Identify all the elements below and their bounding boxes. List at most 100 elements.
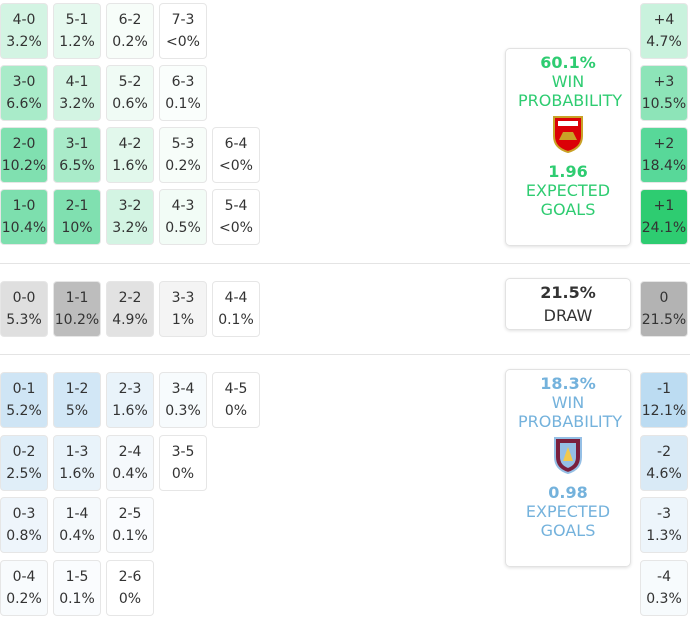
score-cell: -4 0.3% (640, 560, 688, 616)
cell-pct: 0.3% (165, 403, 201, 419)
cell-pct: 0% (171, 466, 195, 482)
draw-label: DRAW (543, 306, 593, 325)
score-cell: 4-5 0% (212, 372, 260, 428)
score-cell: +2 18.4% (640, 127, 688, 183)
score-cell: 1-4 0.4% (53, 497, 101, 553)
cell-label: 4-0 (12, 12, 36, 28)
cell-pct: 0.5% (165, 220, 201, 236)
score-cell: 6-3 0.1% (159, 65, 207, 121)
cell-pct: 0.1% (165, 96, 201, 112)
xg-label: EXPECTED GOALS (525, 181, 611, 219)
win-probability: 18.3% (540, 374, 596, 393)
cell-label: 4-3 (171, 198, 195, 214)
cell-label: 2-2 (118, 290, 142, 306)
cell-pct: 1% (171, 312, 195, 328)
cell-pct: <0% (219, 220, 253, 236)
score-cell: +1 24.1% (640, 189, 688, 245)
cell-pct: 0.4% (112, 466, 148, 482)
cell-label: 4-5 (224, 381, 248, 397)
score-cell: 7-3 <0% (159, 3, 207, 59)
score-cell: 4-3 0.5% (159, 189, 207, 245)
score-cell: 3-4 0.3% (159, 372, 207, 428)
cell-label: 5-1 (65, 12, 89, 28)
cell-label: 3-3 (171, 290, 195, 306)
cell-pct: 24.1% (641, 220, 687, 236)
score-cell: -3 1.3% (640, 497, 688, 553)
score-cell: 3-0 6.6% (0, 65, 48, 121)
score-cell: 2-2 4.9% (106, 281, 154, 337)
cell-pct: 5% (65, 403, 89, 419)
cell-pct: 12.1% (641, 403, 687, 419)
cell-pct: 0% (118, 591, 142, 607)
cell-label: 2-6 (118, 569, 142, 585)
cell-label: 0-1 (12, 381, 36, 397)
cell-pct: 0.6% (112, 96, 148, 112)
score-cell: 4-0 3.2% (0, 3, 48, 59)
win-label: WIN PROBABILITY (518, 72, 623, 110)
cell-pct: 0% (224, 403, 248, 419)
cell-pct: 10.5% (641, 96, 687, 112)
score-cell: 2-4 0.4% (106, 435, 154, 491)
away-badge (554, 437, 582, 475)
cell-pct: 4.6% (646, 466, 682, 482)
cell-pct: 1.6% (112, 403, 148, 419)
cell-pct: 6.6% (6, 96, 42, 112)
cell-pct: 0.4% (59, 528, 95, 544)
cell-pct: 4.7% (646, 34, 682, 50)
score-cell: +4 4.7% (640, 3, 688, 59)
cell-pct: 1.2% (59, 34, 95, 50)
cell-label: 6-2 (118, 12, 142, 28)
score-cell: 0-3 0.8% (0, 497, 48, 553)
score-cell: 5-1 1.2% (53, 3, 101, 59)
draw-panel: 21.5% DRAW (505, 278, 631, 330)
cell-pct: 10.4% (1, 220, 47, 236)
cell-label: 3-5 (171, 444, 195, 460)
score-cell: 2-3 1.6% (106, 372, 154, 428)
xg-label: EXPECTED GOALS (525, 502, 611, 540)
score-cell: 1-5 0.1% (53, 560, 101, 616)
score-cell: 4-4 0.1% (212, 281, 260, 337)
cell-pct: 5.3% (6, 312, 42, 328)
cell-pct: 1.6% (112, 158, 148, 174)
score-cell: 5-3 0.2% (159, 127, 207, 183)
cell-label: +3 (653, 74, 675, 90)
score-cell: +3 10.5% (640, 65, 688, 121)
cell-label: +1 (653, 198, 675, 214)
score-cell: 4-1 3.2% (53, 65, 101, 121)
win-label: WIN PROBABILITY (518, 393, 623, 431)
cell-pct: 0.1% (112, 528, 148, 544)
score-cell: 1-1 10.2% (53, 281, 101, 337)
score-cell: 5-2 0.6% (106, 65, 154, 121)
cell-label: 3-1 (65, 136, 89, 152)
cell-label: -1 (657, 381, 671, 397)
score-cell: 5-4 <0% (212, 189, 260, 245)
home-badge (553, 116, 583, 154)
cell-pct: 6.5% (59, 158, 95, 174)
cell-label: -2 (657, 444, 671, 460)
cell-pct: 10.2% (54, 312, 100, 328)
score-cell: 2-0 10.2% (0, 127, 48, 183)
away-panel: 18.3% WIN PROBABILITY 0.98 EXPECTED GOAL… (505, 369, 631, 567)
cell-pct: 0.1% (218, 312, 254, 328)
cell-pct: 3.2% (6, 34, 42, 50)
draw-probability: 21.5% (540, 283, 596, 302)
cell-pct: 0.1% (59, 591, 95, 607)
expected-goals: 1.96 (548, 162, 588, 181)
score-cell: 4-2 1.6% (106, 127, 154, 183)
cell-pct: 0.8% (6, 528, 42, 544)
cell-label: 0-3 (12, 506, 36, 522)
cell-label: 3-0 (12, 74, 36, 90)
cell-label: 0-2 (12, 444, 36, 460)
score-cell: 1-3 1.6% (53, 435, 101, 491)
score-cell: 3-3 1% (159, 281, 207, 337)
score-cell: 6-4 <0% (212, 127, 260, 183)
score-cell: 1-0 10.4% (0, 189, 48, 245)
cell-label: 2-1 (65, 198, 89, 214)
cell-label: 1-2 (65, 381, 89, 397)
score-cell: 0-1 5.2% (0, 372, 48, 428)
cell-label: 2-5 (118, 506, 142, 522)
score-cell: 3-1 6.5% (53, 127, 101, 183)
cell-label: 4-1 (65, 74, 89, 90)
separator (0, 354, 690, 355)
